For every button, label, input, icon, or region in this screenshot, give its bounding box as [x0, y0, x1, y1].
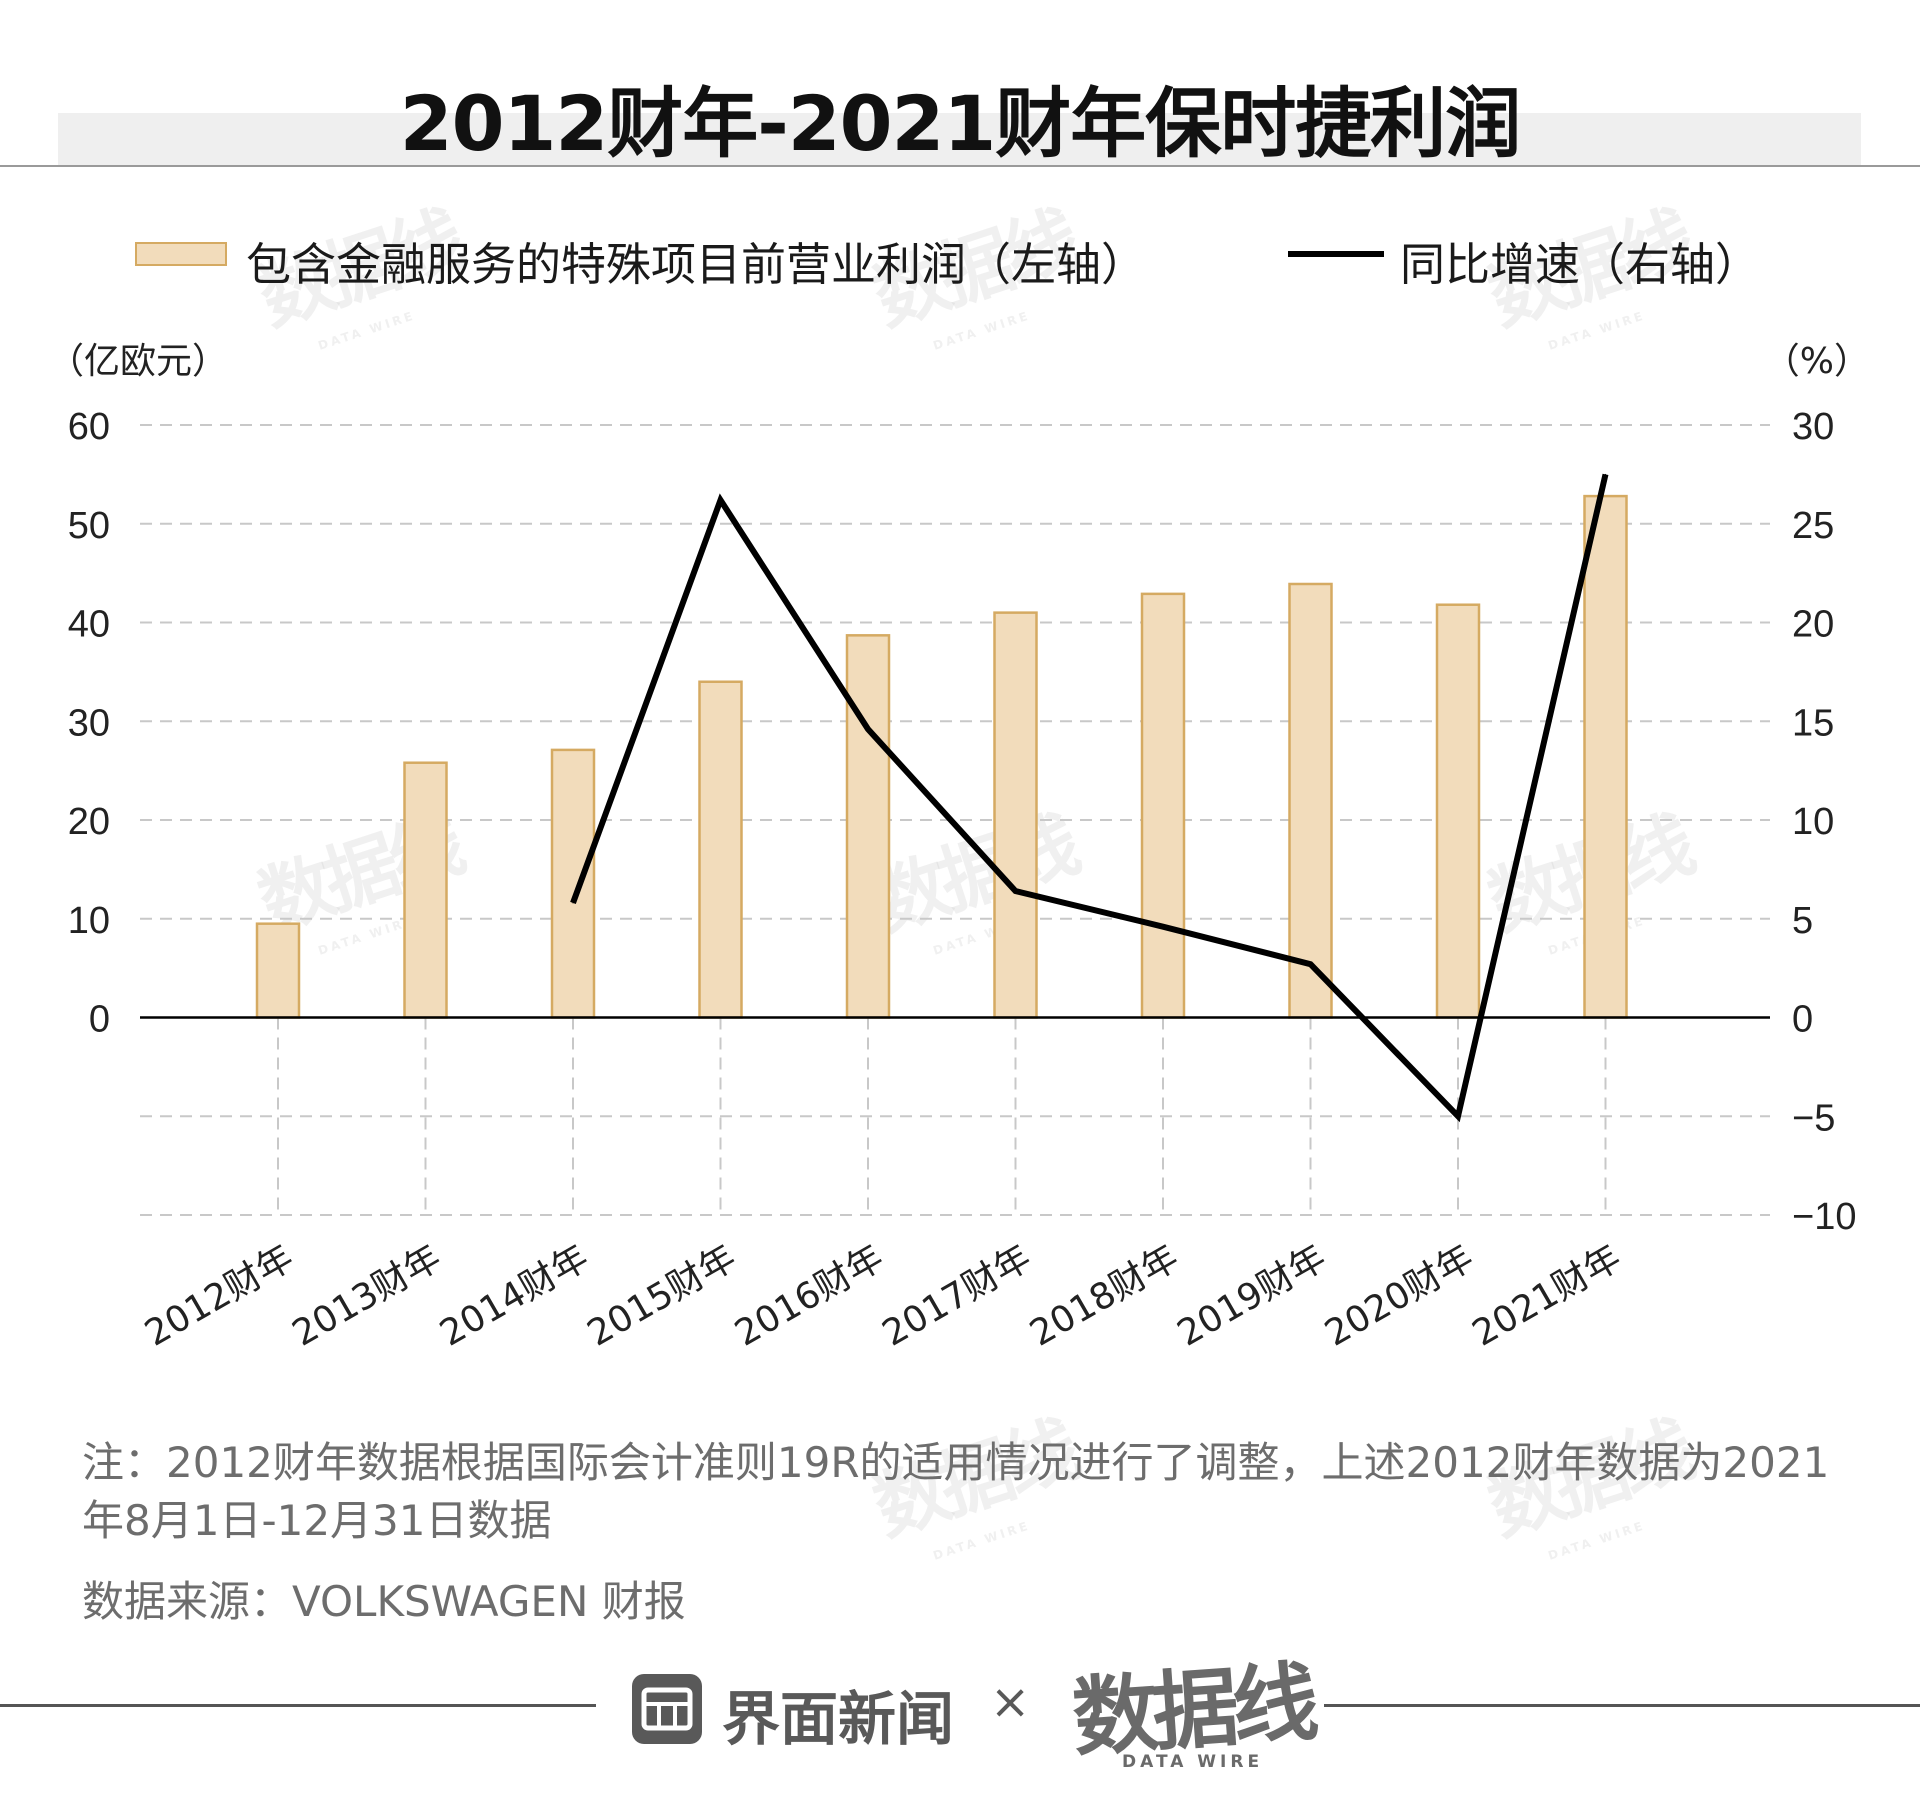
times-sign: × [990, 1674, 1031, 1730]
growth-point [1457, 1115, 1459, 1117]
legend: 包含金融服务的特殊项目前营业利润（左轴） 同比增速（右轴） [0, 222, 1920, 291]
bar [1435, 603, 1481, 1019]
chart-title: 2012财年-2021财年保时捷利润 [399, 79, 1522, 168]
footer-rule-right [1324, 1704, 1920, 1707]
left-tick-label: 30 [68, 702, 110, 744]
bar [1140, 592, 1186, 1019]
category-label: 2021财年 [1466, 1237, 1628, 1354]
left-tick-label: 60 [68, 406, 110, 448]
category-label: 2015财年 [581, 1237, 743, 1354]
title-band [58, 113, 1861, 165]
right-tick-label: −5 [1792, 1097, 1835, 1139]
left-tick-label: 0 [89, 999, 110, 1041]
right-tick-label: 20 [1792, 604, 1834, 646]
bar [550, 748, 596, 1019]
bar [1583, 494, 1628, 1019]
right-tick-label: 5 [1792, 900, 1813, 942]
bar [845, 634, 891, 1019]
category-label: 2019财年 [1171, 1237, 1333, 1354]
growth-point [1310, 963, 1311, 965]
right-tick-label: 10 [1792, 801, 1834, 843]
bar [993, 611, 1038, 1019]
category-label: 2017财年 [876, 1237, 1038, 1354]
data-source: 数据来源：VOLKSWAGEN 财报 [82, 1577, 686, 1626]
growth-line [570, 473, 1609, 1123]
left-tick-label: 10 [68, 900, 110, 942]
growth-point [572, 902, 574, 904]
legend-line-label: 同比增速（右轴） [1400, 238, 1761, 291]
footer: 界面新闻 × 数据线 DATA WIRE [0, 1640, 1920, 1772]
right-tick-label: 25 [1792, 505, 1834, 547]
bar [1288, 582, 1333, 1019]
left-axis-unit: （亿欧元） [48, 341, 228, 382]
right-tick-label: −10 [1792, 1196, 1856, 1238]
footer-rule-left [0, 1704, 596, 1707]
category-label: 2013财年 [286, 1237, 448, 1354]
bar [403, 761, 448, 1019]
category-label: 2016财年 [728, 1237, 890, 1354]
chart-plot: 0 10 20 30 40 50 60 −10 −5 0 5 10 15 20 25 30 （亿欧元） （%） 20… [48, 341, 1870, 1355]
right-axis-unit: （%） [1764, 341, 1870, 382]
category-label: 2018财年 [1023, 1237, 1185, 1354]
legend-bar-swatch [135, 242, 227, 266]
footnote: 注：2012财年数据根据国际会计准则19R的适用情况进行了调整，上述2012财年… [82, 1438, 1830, 1545]
growth-point [867, 728, 869, 730]
growth-point [1162, 926, 1164, 928]
right-tick-label: 30 [1792, 406, 1834, 448]
brand-name: 界面新闻 [722, 1685, 955, 1753]
jiemian-logo-icon [632, 1674, 702, 1744]
growth-point [720, 499, 721, 501]
growth-point [1015, 890, 1016, 892]
growth-point [1605, 473, 1606, 475]
right-tick-label: 15 [1792, 702, 1834, 744]
right-tick-label: 0 [1792, 999, 1813, 1041]
category-label: 2020财年 [1318, 1237, 1480, 1354]
left-tick-label: 20 [68, 801, 110, 843]
title-divider [0, 165, 1920, 167]
category-label: 2014财年 [433, 1237, 595, 1354]
bar [698, 680, 743, 1019]
left-tick-label: 50 [68, 505, 110, 547]
legend-line-swatch [1288, 251, 1384, 257]
left-tick-label: 40 [68, 604, 110, 646]
bar [255, 922, 301, 1019]
category-label: 2012财年 [138, 1237, 300, 1354]
legend-bar-label: 包含金融服务的特殊项目前营业利润（左轴） [246, 238, 1147, 291]
datawire-subtitle: DATA WIRE [1122, 1752, 1264, 1772]
